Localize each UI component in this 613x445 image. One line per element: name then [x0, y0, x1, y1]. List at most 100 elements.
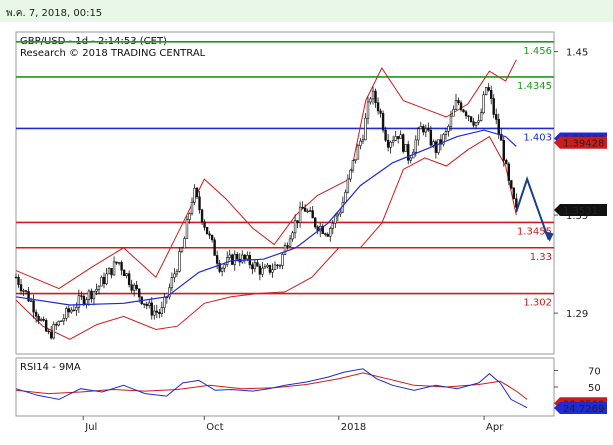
- candle-body: [477, 120, 480, 123]
- candle-body: [452, 109, 455, 117]
- level-label: 1.4345: [517, 81, 552, 92]
- candle-body: [459, 102, 463, 111]
- candle-body: [439, 139, 443, 145]
- candle-body: [175, 271, 179, 275]
- candle-body: [92, 291, 96, 300]
- candle-body: [462, 109, 465, 113]
- candle-body: [396, 136, 400, 139]
- candle-body: [474, 122, 478, 126]
- candle-body: [163, 297, 166, 308]
- candle-body: [77, 295, 81, 308]
- candle-body: [223, 264, 226, 269]
- candle-body: [510, 180, 513, 189]
- level-label: 1.456: [523, 46, 552, 57]
- candle-body: [42, 319, 45, 321]
- candle-body: [100, 276, 103, 287]
- candle-body: [246, 255, 249, 260]
- price-tag-label: 1.39428: [563, 139, 604, 150]
- candle-body: [278, 265, 282, 267]
- candle-body: [336, 213, 340, 217]
- candle-body: [37, 316, 40, 321]
- candle-body: [369, 98, 372, 103]
- candle-body: [447, 125, 450, 132]
- candle-body: [495, 114, 498, 120]
- candle-body: [241, 254, 244, 263]
- candle-body: [253, 262, 257, 270]
- candle-body: [82, 295, 86, 305]
- candle-body: [153, 310, 156, 316]
- candle-body: [321, 225, 324, 234]
- candle-body: [409, 157, 412, 161]
- candle-body: [489, 90, 493, 99]
- rsi-tick-label: 70: [588, 366, 601, 377]
- x-tick-label: 2018: [341, 422, 366, 433]
- candle-body: [414, 139, 417, 153]
- timestamp-text: พ.ค. 7, 2018, 00:15: [6, 8, 103, 19]
- candle-body: [379, 110, 382, 114]
- candle-body: [70, 309, 73, 313]
- candle-body: [515, 198, 518, 208]
- candle-body: [117, 262, 121, 264]
- x-tick-label: Oct: [206, 422, 223, 433]
- price-tag: [554, 203, 607, 216]
- candle-body: [158, 312, 161, 314]
- candle-body: [112, 261, 116, 276]
- candle-body: [306, 210, 309, 213]
- candle-body: [482, 94, 485, 113]
- candle-body: [361, 139, 365, 142]
- candle-body: [44, 320, 48, 332]
- candle-body: [49, 331, 53, 339]
- candle-body: [14, 276, 18, 279]
- candle-body: [251, 264, 254, 270]
- candle-body: [135, 284, 138, 290]
- candle-body: [32, 300, 35, 313]
- x-tick-label: Apr: [486, 422, 504, 433]
- candle-body: [55, 324, 58, 326]
- candle-body: [505, 160, 508, 165]
- level-label: 1.302: [523, 298, 552, 309]
- candle-body: [205, 227, 209, 235]
- candle-body: [326, 234, 329, 237]
- candle-body: [512, 187, 516, 200]
- candle-body: [215, 255, 219, 264]
- candle-body: [293, 220, 297, 234]
- candle-body: [190, 201, 194, 214]
- candle-body: [384, 129, 387, 141]
- price-tag: [554, 136, 607, 149]
- candle-body: [97, 285, 101, 290]
- candle-body: [47, 330, 50, 333]
- candle-body: [399, 134, 402, 139]
- candle-body: [457, 100, 460, 103]
- candle-body: [329, 228, 332, 237]
- candle-body: [432, 141, 435, 146]
- candle-body: [198, 196, 201, 211]
- candle-body: [303, 207, 307, 212]
- candle-body: [502, 140, 505, 161]
- candle-body: [339, 211, 342, 215]
- candle-body: [356, 145, 360, 160]
- candle-body: [497, 119, 500, 135]
- candle-body: [231, 254, 234, 265]
- candle-body: [417, 128, 420, 141]
- timestamp-bar: พ.ค. 7, 2018, 00:15: [0, 0, 613, 22]
- candle-body: [143, 303, 146, 305]
- candle-body: [173, 273, 176, 278]
- candle-body: [273, 264, 277, 271]
- candle-body: [220, 267, 224, 272]
- candle-body: [145, 303, 148, 307]
- candle-body: [80, 295, 83, 297]
- candle-body: [381, 113, 385, 131]
- candle-body: [374, 90, 377, 103]
- candle-body: [24, 290, 28, 292]
- candle-body: [256, 262, 259, 267]
- candle-body: [391, 140, 395, 143]
- candle-body: [404, 144, 407, 152]
- candle-body: [366, 101, 370, 119]
- candle-body: [464, 111, 468, 117]
- candle-body: [263, 266, 267, 269]
- candle-body: [444, 131, 448, 135]
- candle-body: [288, 238, 292, 247]
- candle-body: [266, 264, 269, 268]
- candle-body: [479, 112, 483, 121]
- copyright-text: Research © 2018 TRADING CENTRAL: [20, 48, 206, 59]
